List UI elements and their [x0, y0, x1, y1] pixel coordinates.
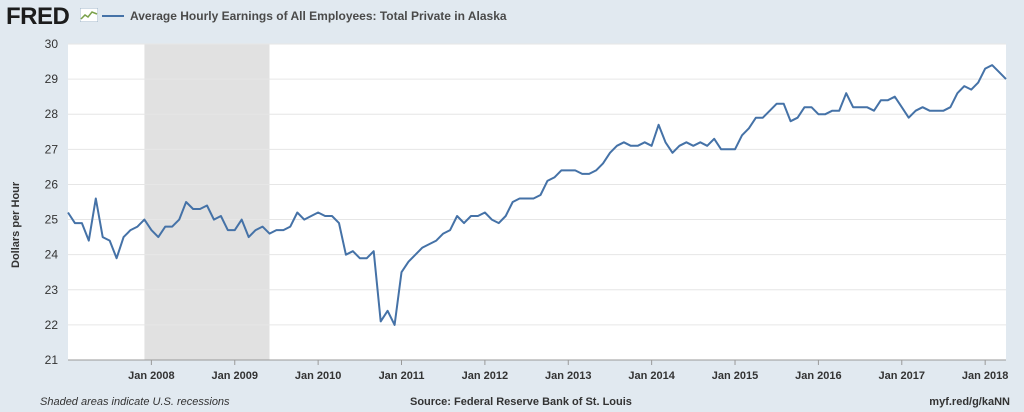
recession-band [144, 44, 270, 360]
y-tick-label: 22 [45, 318, 59, 332]
x-tick-label: Jan 2008 [128, 370, 174, 382]
y-tick-label: 24 [45, 248, 59, 262]
y-tick-label: 28 [45, 107, 59, 121]
short-url-link[interactable]: myf.red/g/kaNN [929, 396, 1010, 408]
x-tick-label: Jan 2009 [212, 370, 258, 382]
source-credit: Source: Federal Reserve Bank of St. Loui… [410, 396, 632, 408]
y-axis-label: Dollars per Hour [10, 181, 22, 268]
y-tick-label: 23 [45, 283, 59, 297]
line-chart[interactable]: 21 22 23 24 25 26 27 28 29 30 Jan 2008 Jan 2009 Jan … [0, 34, 1024, 390]
chart-area: 21 22 23 24 25 26 27 28 29 30 Jan 2008 Jan 2009 Jan … [0, 34, 1024, 390]
recession-note: Shaded areas indicate U.S. recessions [40, 396, 230, 408]
series-line [67, 64, 1007, 326]
legend-series-label: Average Hourly Earnings of All Employees… [130, 9, 507, 23]
chart-legend: Average Hourly Earnings of All Employees… [102, 9, 507, 23]
x-tick-label: Jan 2013 [545, 370, 591, 382]
x-tick-label: Jan 2016 [795, 370, 841, 382]
y-tick-label: 26 [45, 177, 59, 191]
y-tick-label: 30 [45, 37, 59, 51]
x-tick-label: Jan 2012 [462, 370, 508, 382]
x-tick-label: Jan 2010 [295, 370, 341, 382]
y-tick-label: 25 [45, 213, 59, 227]
y-tick-label: 29 [45, 72, 59, 86]
fred-logo[interactable]: FRED [6, 3, 70, 30]
x-tick-label: Jan 2015 [712, 370, 758, 382]
y-tick-label: 27 [45, 142, 59, 156]
x-tick-label: Jan 2018 [962, 370, 1008, 382]
chart-footer: Shaded areas indicate U.S. recessions So… [0, 392, 1024, 412]
fred-logo-graph-icon [80, 8, 98, 22]
x-tick-label: Jan 2017 [879, 370, 925, 382]
legend-series-swatch [102, 15, 124, 17]
x-tick-label: Jan 2011 [379, 370, 425, 382]
y-tick-label: 21 [45, 353, 59, 367]
x-tick-label: Jan 2014 [628, 370, 675, 382]
chart-header: FRED Average Hourly Earnings of All Empl… [0, 0, 1024, 34]
